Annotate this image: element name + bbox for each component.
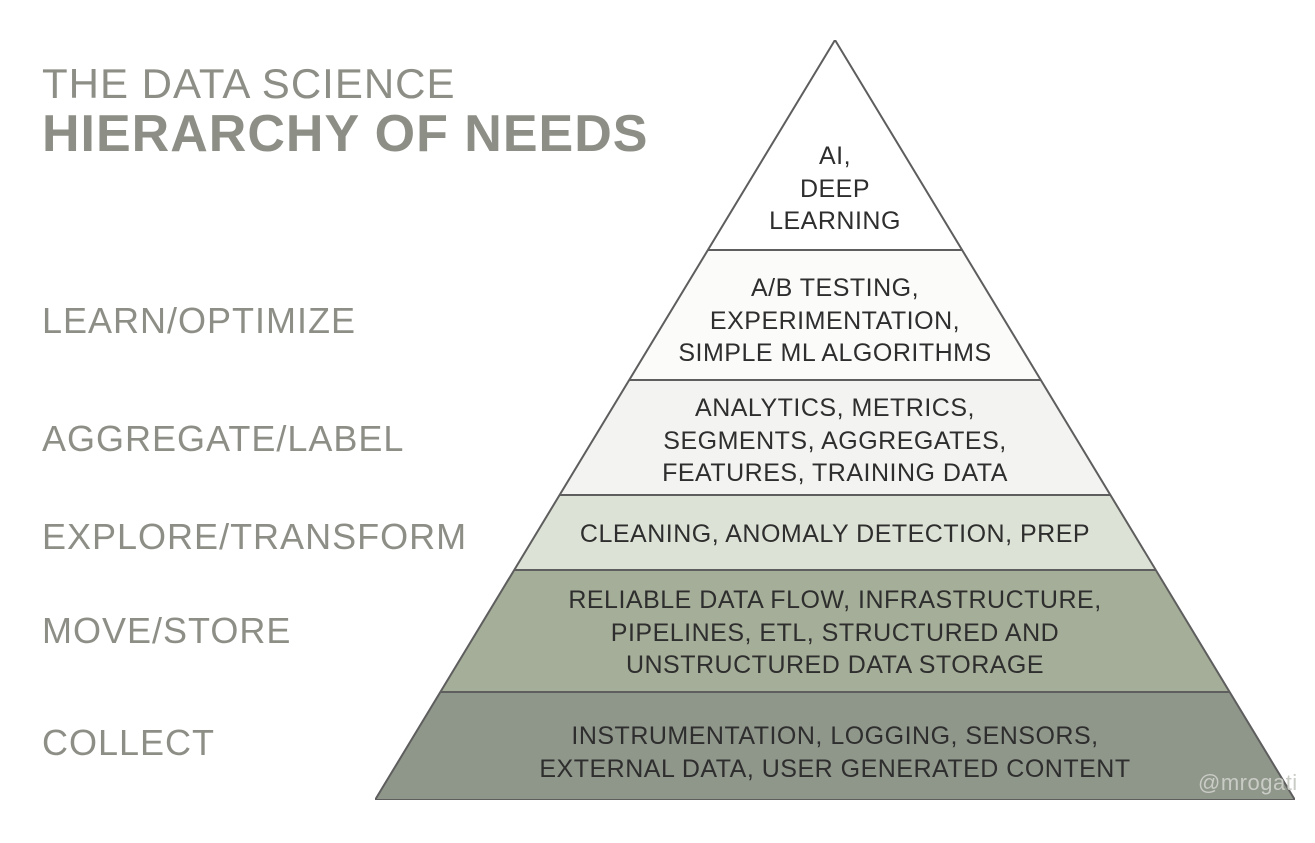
pyramid-band-text-3: CLEANING, ANOMALY DETECTION, PREP [375,518,1295,551]
side-label-4: COLLECT [42,722,215,764]
side-label-1: AGGREGATE/LABEL [42,418,404,460]
attribution: @mrogati [1198,770,1298,796]
side-label-0: LEARN/OPTIMIZE [42,300,356,342]
side-label-3: MOVE/STORE [42,610,291,652]
pyramid-container: AI, DEEP LEARNING A/B TESTING, EXPERIMENT… [375,40,1295,800]
pyramid-band-text-4: RELIABLE DATA FLOW, INFRASTRUCTURE, PIPE… [375,584,1295,682]
pyramid-band-text-0: AI, DEEP LEARNING [375,140,1295,238]
pyramid-band-text-1: A/B TESTING, EXPERIMENTATION, SIMPLE ML … [375,272,1295,370]
pyramid-band-text-2: ANALYTICS, METRICS, SEGMENTS, AGGREGATES… [375,392,1295,490]
pyramid-band-text-5: INSTRUMENTATION, LOGGING, SENSORS, EXTER… [375,720,1295,785]
